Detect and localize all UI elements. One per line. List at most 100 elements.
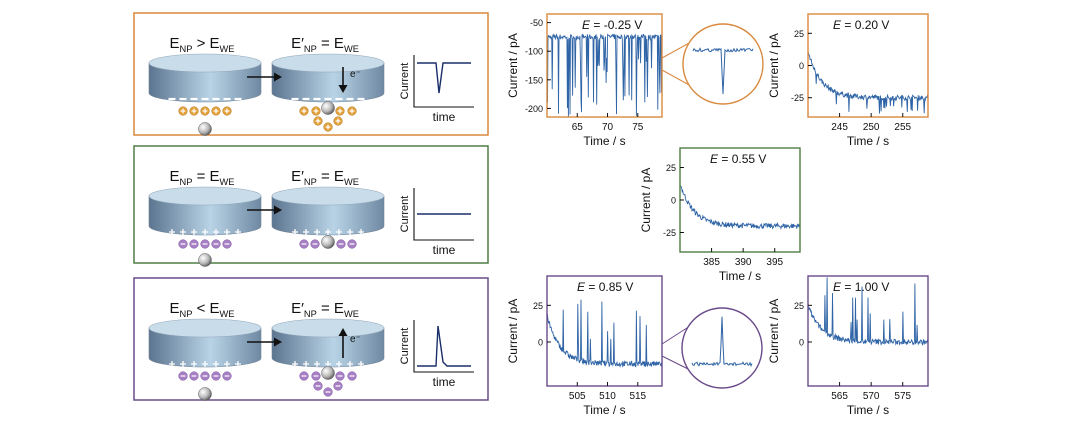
- chart-4: 505 510 515 25 0 Time / s Current / pA E = 0.85…: [506, 275, 663, 417]
- plus-sign: [349, 108, 355, 114]
- electrode-top: [271, 53, 385, 73]
- y-tick-label: 0: [671, 196, 676, 206]
- surface-plus: [325, 361, 331, 367]
- mini-axes: [413, 55, 474, 108]
- subscript: WE: [220, 44, 235, 54]
- zoom-circle: [682, 23, 764, 105]
- zoom-connector: [661, 325, 691, 371]
- subscript: NP: [304, 44, 317, 54]
- zoom-connector: [661, 41, 692, 87]
- x-axis-label: Time / s: [583, 134, 625, 148]
- current-trace: [807, 277, 929, 346]
- subscript: WE: [344, 44, 359, 54]
- mini-axes: [413, 188, 474, 241]
- surface-plus: [235, 361, 241, 367]
- plus-sign: [313, 108, 319, 114]
- plus-sign: [335, 118, 341, 124]
- x-axis-label: Time / s: [847, 403, 889, 417]
- chart-1: 65 70 75 -50 -100 -150 -200 Time / s Current / p…: [506, 13, 663, 148]
- left-potential-label: ENP = EWE: [169, 168, 234, 187]
- annotation-value: = 0.55 V: [718, 152, 766, 166]
- electrode-body: [148, 62, 262, 103]
- nanoparticle: [321, 235, 335, 249]
- plot-frame: [807, 275, 929, 387]
- potential-annotation: E = 0.20 V: [833, 18, 889, 32]
- label-part: < E: [192, 300, 219, 317]
- plus-sign: [325, 124, 331, 130]
- surface-plus: [336, 361, 342, 367]
- surface-plus: [347, 229, 353, 235]
- electron-arrowhead: [338, 85, 348, 93]
- label-part: = E: [192, 168, 219, 185]
- x-tick-label: 515: [629, 391, 646, 402]
- x-tick-label: 575: [894, 391, 911, 402]
- electrode-top: [271, 318, 385, 338]
- x-tick-label: 255: [894, 122, 911, 133]
- y-tick-label: -25: [791, 93, 804, 103]
- surface-plus: [303, 361, 309, 367]
- label-part: E: [169, 300, 179, 317]
- y-tick-label: 0: [538, 338, 543, 348]
- label-part: E: [169, 35, 179, 52]
- subscript: WE: [344, 177, 359, 187]
- potential-annotation: E = -0.25 V: [582, 18, 642, 32]
- x-axis-label: Time / s: [719, 269, 761, 283]
- zoom-trace: [692, 47, 754, 95]
- potential-annotation: E = 1.00 V: [833, 280, 889, 294]
- surface-plus: [303, 229, 309, 235]
- y-axis-label: Current / pA: [506, 33, 520, 98]
- label-part: E′: [291, 168, 304, 185]
- electrode-body: [271, 195, 385, 236]
- plus-sign: [224, 108, 230, 114]
- electrode-top: [148, 53, 262, 73]
- x-tick-label: 565: [831, 391, 848, 402]
- y-tick-label: 25: [794, 29, 804, 39]
- nanoparticle: [321, 366, 335, 380]
- x-tick-label: 250: [863, 122, 880, 133]
- surface-plus: [169, 361, 175, 367]
- current-trace: [807, 51, 928, 114]
- annotation-symbol: E: [833, 18, 842, 32]
- y-tick-label: -25: [663, 228, 676, 238]
- plot-frame: [546, 275, 663, 387]
- zoom-circle: [681, 307, 763, 389]
- right-potential-label: E′NP = EWE: [291, 168, 359, 187]
- x-tick-label: 65: [572, 122, 584, 133]
- subscript: NP: [180, 177, 193, 187]
- annotation-symbol: E: [833, 280, 842, 294]
- surface-plus: [224, 361, 230, 367]
- chronoamperograms: 65 70 75 -50 -100 -150 -200 Time / s Current / p…: [506, 13, 929, 417]
- current-trace: [679, 185, 801, 231]
- electrode-before: [148, 318, 262, 368]
- transition-arrowhead: [274, 337, 282, 347]
- nanoparticle: [198, 253, 212, 267]
- transition-arrowhead: [274, 205, 282, 215]
- mini-ylabel: Current: [399, 328, 411, 365]
- label-part: > E: [192, 35, 219, 52]
- surface-plus: [213, 229, 219, 235]
- y-tick-label: -200: [525, 104, 543, 114]
- x-tick-label: 75: [632, 122, 644, 133]
- current-trace: [546, 299, 663, 368]
- x-tick-label: 385: [703, 257, 720, 268]
- annotation-symbol: E: [582, 18, 591, 32]
- zoom-trace: [691, 316, 753, 368]
- surface-plus: [358, 229, 364, 235]
- subscript: NP: [304, 177, 317, 187]
- subscript: NP: [180, 44, 193, 54]
- label-part: E′: [291, 35, 304, 52]
- surface-plus: [292, 229, 298, 235]
- plus-sign: [213, 108, 219, 114]
- electron-arrowhead: [338, 328, 348, 336]
- surface-plus: [191, 229, 197, 235]
- annotation-symbol: E: [577, 280, 586, 294]
- current-trace: [546, 33, 663, 118]
- plus-sign: [202, 108, 208, 114]
- label-part: E: [169, 168, 179, 185]
- mini-ylabel: Current: [399, 63, 411, 100]
- x-tick-label: 510: [599, 391, 616, 402]
- electron-label: e⁻: [350, 334, 361, 345]
- potential-annotation: E = 0.85 V: [577, 280, 633, 294]
